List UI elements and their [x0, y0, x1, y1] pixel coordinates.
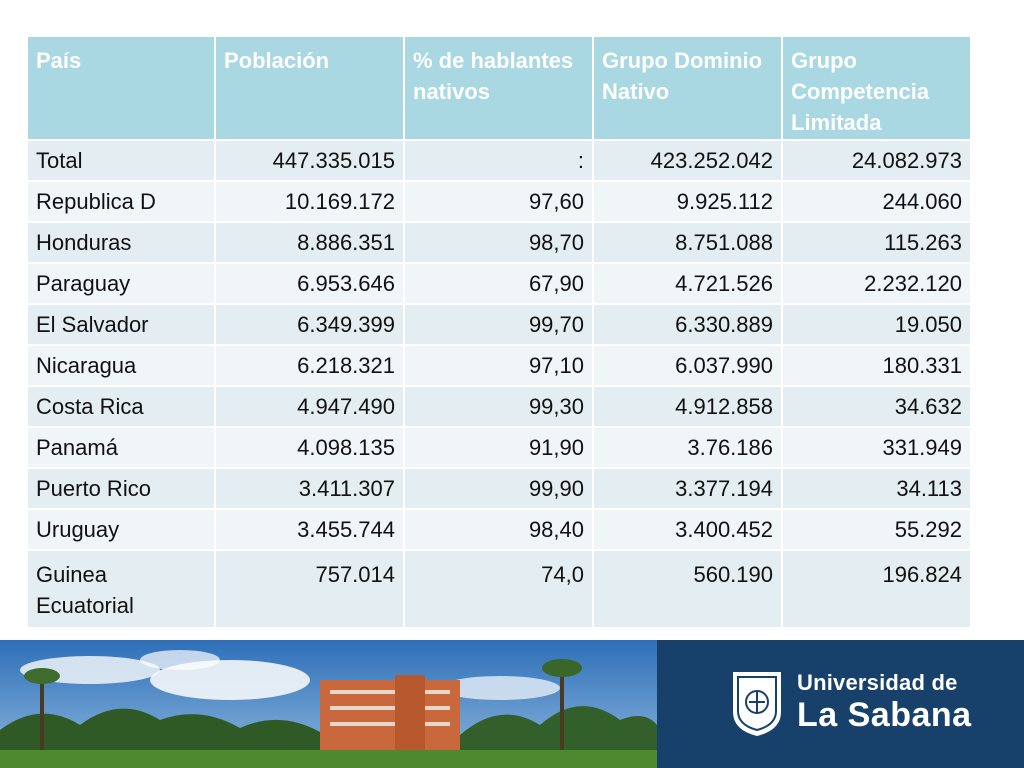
- table-row: Uruguay 3.455.744 98,40 3.400.452 55.292: [28, 510, 972, 551]
- value-cell: 97,10: [405, 346, 594, 387]
- value-cell: 67,90: [405, 264, 594, 305]
- logo-line-1: Universidad de: [797, 670, 958, 695]
- country-cell: Panamá: [28, 428, 216, 469]
- table-header-row: País Población % de hablantes nativos Gr…: [28, 37, 972, 141]
- value-cell: 34.632: [783, 387, 972, 428]
- header-poblacion: Población: [216, 37, 405, 141]
- value-cell: 3.455.744: [216, 510, 405, 551]
- value-cell: 244.060: [783, 182, 972, 223]
- footer-banner: Universidad de La Sabana: [0, 640, 1024, 768]
- value-cell: 98,70: [405, 223, 594, 264]
- country-cell: Paraguay: [28, 264, 216, 305]
- value-cell: 9.925.112: [594, 182, 783, 223]
- value-cell: 423.252.042: [594, 141, 783, 182]
- value-cell: 6.330.889: [594, 305, 783, 346]
- value-cell: 6.349.399: [216, 305, 405, 346]
- value-cell: 91,90: [405, 428, 594, 469]
- value-cell: 3.377.194: [594, 469, 783, 510]
- table-row: Guinea Ecuatorial 757.014 74,0 560.190 196.8…: [28, 551, 972, 629]
- value-cell: 331.949: [783, 428, 972, 469]
- table-row: Costa Rica 4.947.490 99,30 4.912.858 34.632: [28, 387, 972, 428]
- country-cell: Costa Rica: [28, 387, 216, 428]
- value-cell: 34.113: [783, 469, 972, 510]
- value-cell: 115.263: [783, 223, 972, 264]
- value-cell: 99,70: [405, 305, 594, 346]
- university-logo-panel: Universidad de La Sabana: [657, 640, 1024, 768]
- value-cell: 2.232.120: [783, 264, 972, 305]
- country-cell: Honduras: [28, 223, 216, 264]
- value-cell: 4.721.526: [594, 264, 783, 305]
- value-cell: 8.751.088: [594, 223, 783, 264]
- header-pais: País: [28, 37, 216, 141]
- country-cell: Nicaragua: [28, 346, 216, 387]
- value-cell: 196.824: [783, 551, 972, 629]
- country-cell: Total: [28, 141, 216, 182]
- population-table: País Población % de hablantes nativos Gr…: [28, 37, 972, 629]
- country-cell: Guinea Ecuatorial: [28, 551, 216, 629]
- value-cell: 3.76.186: [594, 428, 783, 469]
- value-cell: 4.947.490: [216, 387, 405, 428]
- university-seal-icon: [733, 672, 781, 736]
- value-cell: 99,30: [405, 387, 594, 428]
- value-cell: 97,60: [405, 182, 594, 223]
- value-cell: 10.169.172: [216, 182, 405, 223]
- value-cell: 180.331: [783, 346, 972, 387]
- table-row: Honduras 8.886.351 98,70 8.751.088 115.263: [28, 223, 972, 264]
- value-cell: 74,0: [405, 551, 594, 629]
- value-cell: 757.014: [216, 551, 405, 629]
- table-row: Puerto Rico 3.411.307 99,90 3.377.194 34.113: [28, 469, 972, 510]
- table-row: Panamá 4.098.135 91,90 3.76.186 331.949: [28, 428, 972, 469]
- table-row: Total 447.335.015:423.252.042 24.082.973: [28, 141, 972, 182]
- value-cell: 4.098.135: [216, 428, 405, 469]
- table-row: Paraguay 6.953.646 67,90 4.721.526 2.232.120: [28, 264, 972, 305]
- campus-photo: [0, 640, 657, 768]
- value-cell: 8.886.351: [216, 223, 405, 264]
- header-dominio-nativo: Grupo Dominio Nativo: [594, 37, 783, 141]
- value-cell: 3.411.307: [216, 469, 405, 510]
- value-cell: :: [405, 141, 594, 182]
- header-porcentaje: % de hablantes nativos: [405, 37, 594, 141]
- table-row: Nicaragua 6.218.321 97,10 6.037.990 180.331: [28, 346, 972, 387]
- value-cell: 55.292: [783, 510, 972, 551]
- country-cell: El Salvador: [28, 305, 216, 346]
- value-cell: 98,40: [405, 510, 594, 551]
- value-cell: 6.218.321: [216, 346, 405, 387]
- value-cell: 4.912.858: [594, 387, 783, 428]
- table-row: El Salvador 6.349.399 99,70 6.330.889 19.050: [28, 305, 972, 346]
- value-cell: 6.953.646: [216, 264, 405, 305]
- value-cell: 24.082.973: [783, 141, 972, 182]
- value-cell: 447.335.015: [216, 141, 405, 182]
- country-cell: Uruguay: [28, 510, 216, 551]
- logo-line-2: La Sabana: [797, 696, 972, 734]
- country-cell: Republica D: [28, 182, 216, 223]
- university-name: Universidad de La Sabana: [797, 670, 972, 734]
- value-cell: 99,90: [405, 469, 594, 510]
- value-cell: 6.037.990: [594, 346, 783, 387]
- value-cell: 3.400.452: [594, 510, 783, 551]
- value-cell: 19.050: [783, 305, 972, 346]
- table-row: Republica D 10.169.172 97,60 9.925.112 244.0…: [28, 182, 972, 223]
- value-cell: 560.190: [594, 551, 783, 629]
- table-body: Total 447.335.015:423.252.042 24.082.973 Re…: [28, 141, 972, 629]
- country-cell: Puerto Rico: [28, 469, 216, 510]
- data-table-container: País Población % de hablantes nativos Gr…: [28, 37, 972, 629]
- header-competencia-limitada: Grupo Competencia Limitada: [783, 37, 972, 141]
